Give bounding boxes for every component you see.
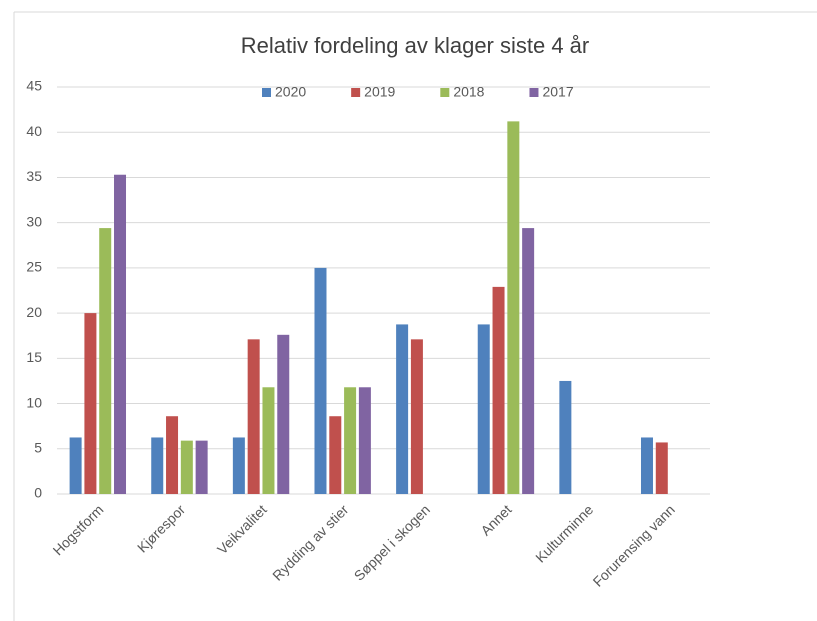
- bar: [277, 334, 290, 494]
- x-tick-label: Hogstform: [50, 501, 107, 558]
- bar: [329, 416, 342, 494]
- bar: [69, 437, 82, 494]
- x-tick-label: Veikvalitet: [214, 501, 270, 557]
- y-tick-label: 10: [26, 394, 42, 410]
- bar: [262, 387, 275, 494]
- y-tick-label: 20: [26, 304, 42, 320]
- bar: [180, 440, 193, 494]
- chart-title: Relativ fordeling av klager siste 4 år: [241, 33, 590, 58]
- bar: [166, 416, 179, 494]
- legend-swatch: [262, 88, 271, 97]
- bar: [559, 380, 572, 494]
- bar: [396, 324, 409, 494]
- y-tick-label: 30: [26, 213, 42, 229]
- bar: [507, 121, 520, 494]
- bar: [492, 286, 505, 494]
- bar: [314, 267, 327, 494]
- x-tick-label: Søppel i skogen: [351, 501, 433, 583]
- x-tick-label: Rydding av stier: [269, 501, 352, 584]
- x-tick-label: Annet: [477, 501, 514, 538]
- y-tick-label: 40: [26, 123, 42, 139]
- y-tick-label: 45: [26, 78, 42, 94]
- x-tick-label: Forurensing vann: [590, 501, 678, 589]
- bar: [84, 313, 97, 494]
- bar: [232, 437, 245, 494]
- bar: [195, 440, 208, 494]
- bar: [477, 324, 490, 494]
- bar: [655, 442, 668, 494]
- bar: [640, 437, 653, 494]
- y-tick-label: 5: [34, 439, 42, 455]
- x-tick-label: Kjørespor: [134, 501, 188, 555]
- legend-swatch: [529, 88, 539, 97]
- bar: [344, 387, 357, 494]
- bar: [410, 339, 423, 494]
- bar: [99, 228, 112, 495]
- legend-label: 2019: [364, 84, 395, 100]
- bar: [522, 228, 535, 495]
- y-tick-label: 0: [34, 485, 42, 501]
- bar: [358, 387, 371, 494]
- x-tick-label: Kulturminne: [532, 501, 596, 565]
- y-tick-label: 35: [26, 168, 42, 184]
- bar: [247, 339, 260, 494]
- y-tick-label: 15: [26, 349, 42, 365]
- y-tick-label: 25: [26, 259, 42, 275]
- legend-label: 2017: [542, 84, 573, 100]
- legend-label: 2018: [453, 84, 484, 100]
- bar: [114, 174, 127, 494]
- legend-label: 2020: [275, 84, 306, 100]
- bar: [151, 437, 164, 494]
- legend-swatch: [351, 88, 361, 97]
- legend-swatch: [440, 88, 450, 97]
